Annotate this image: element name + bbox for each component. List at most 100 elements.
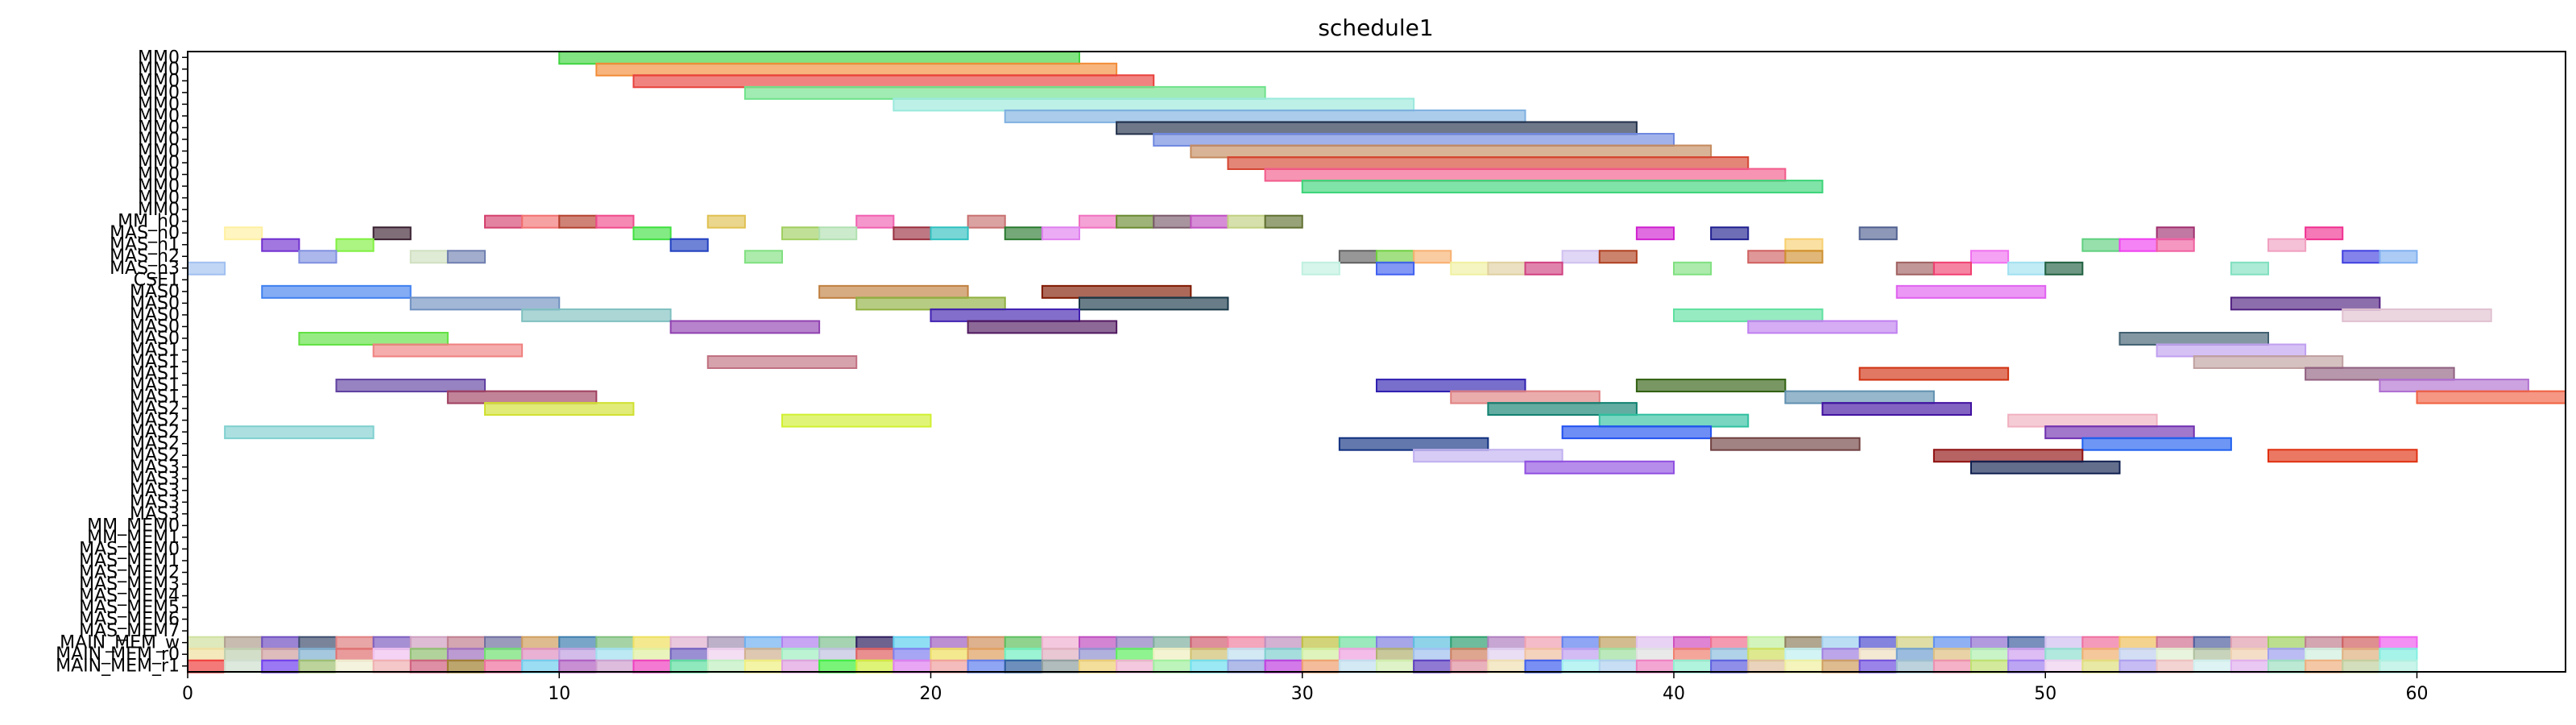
task-bar	[521, 659, 561, 673]
y-tick-label: MM_MEM0	[87, 516, 180, 536]
task-bar	[818, 226, 858, 241]
x-tick-label: 30	[1291, 684, 1314, 704]
task-bar	[2156, 343, 2307, 358]
y-tick-label: MM0	[138, 153, 180, 173]
y-tick-label: MM0	[138, 83, 180, 103]
task-bar	[2118, 238, 2158, 252]
task-bar	[1153, 659, 1192, 673]
task-bar	[1413, 250, 1452, 264]
task-bar	[446, 250, 486, 264]
task-bar	[372, 636, 412, 650]
y-tick-label: MAS1	[130, 387, 180, 408]
y-tick-label: MM0	[138, 200, 180, 220]
y-tick-label: MAS_MEM7	[79, 621, 180, 641]
task-bar	[521, 636, 561, 650]
task-bar	[1524, 460, 1675, 474]
task-bar	[1524, 261, 1563, 276]
task-bar	[1524, 636, 1563, 650]
y-tick-label: MAS0	[130, 305, 180, 325]
chart-title: schedule1	[1318, 14, 1433, 41]
task-bar	[1376, 648, 1415, 662]
task-bar	[484, 659, 524, 673]
task-bar	[1227, 636, 1266, 650]
task-bar	[1561, 636, 1601, 650]
task-bar	[1227, 156, 1750, 171]
x-tick-label: 0	[182, 684, 193, 704]
task-bar	[1116, 648, 1155, 662]
task-bar	[521, 648, 561, 662]
task-bar	[187, 636, 226, 650]
task-bar	[1784, 238, 1824, 252]
task-bar	[335, 636, 375, 650]
task-bar	[2342, 250, 2381, 264]
task-bar	[1116, 214, 1155, 229]
task-bar	[892, 97, 1415, 112]
task-bar	[1264, 648, 1303, 662]
task-bar	[2044, 648, 2084, 662]
task-bar	[1190, 648, 1229, 662]
task-bar	[1301, 261, 1340, 276]
task-bar	[743, 85, 1266, 100]
y-tick-label: MM0	[138, 188, 180, 209]
task-bar	[930, 648, 969, 662]
task-bar	[2081, 636, 2121, 650]
task-bar	[706, 355, 858, 369]
y-tick-label: MM0	[138, 106, 180, 126]
task-bar	[2118, 331, 2269, 346]
y-tick-label: MAS2	[130, 422, 180, 442]
task-bar	[1264, 636, 1303, 650]
task-bar	[1932, 648, 1972, 662]
task-bar	[1673, 659, 1713, 673]
task-bar	[2044, 261, 2084, 276]
task-bar	[2342, 659, 2381, 673]
task-bar	[224, 425, 375, 440]
task-bar	[335, 379, 486, 393]
task-bar	[2230, 659, 2269, 673]
task-bar	[2267, 636, 2307, 650]
task-bar	[2156, 226, 2195, 241]
task-bar	[1450, 390, 1601, 404]
y-tick-label: MAS2	[130, 399, 180, 419]
task-bar	[2007, 261, 2047, 276]
task-bar	[1635, 648, 1675, 662]
task-bar	[930, 659, 969, 673]
task-bar	[1858, 367, 2010, 381]
task-bar	[484, 214, 524, 229]
y-tick-label: MM_h0	[118, 212, 180, 232]
task-bar	[1747, 648, 1787, 662]
y-tick-label: MM0	[138, 165, 180, 185]
task-bar	[1561, 648, 1601, 662]
task-bars	[187, 51, 2566, 673]
task-bar	[1747, 250, 1787, 264]
task-bar	[1598, 648, 1638, 662]
task-bar	[484, 648, 524, 662]
task-bar	[1079, 659, 1118, 673]
task-bar	[1524, 659, 1563, 673]
y-tick-label: MM0	[138, 48, 180, 68]
task-bar	[1598, 250, 1638, 264]
task-bar	[1004, 226, 1043, 241]
task-bar	[1079, 636, 1118, 650]
task-bar	[224, 226, 263, 241]
task-bar	[2156, 659, 2195, 673]
task-bar	[1598, 659, 1638, 673]
task-bar	[409, 250, 449, 264]
task-bar	[632, 226, 672, 241]
task-bar	[1895, 636, 1935, 650]
task-bar	[1041, 648, 1080, 662]
y-tick-label: MM0	[138, 118, 180, 138]
task-bar	[1116, 636, 1155, 650]
task-bar	[1264, 659, 1303, 673]
task-bar	[2044, 636, 2084, 650]
task-bar	[1524, 648, 1563, 662]
task-bar	[2156, 648, 2195, 662]
task-bar	[1895, 261, 1935, 276]
task-bar	[818, 659, 858, 673]
task-bar	[1821, 648, 1861, 662]
task-bar	[1264, 214, 1303, 229]
task-bar	[967, 648, 1006, 662]
task-bar	[2081, 238, 2121, 252]
task-bar	[224, 659, 263, 673]
task-bar	[335, 648, 375, 662]
task-bar	[1413, 636, 1452, 650]
